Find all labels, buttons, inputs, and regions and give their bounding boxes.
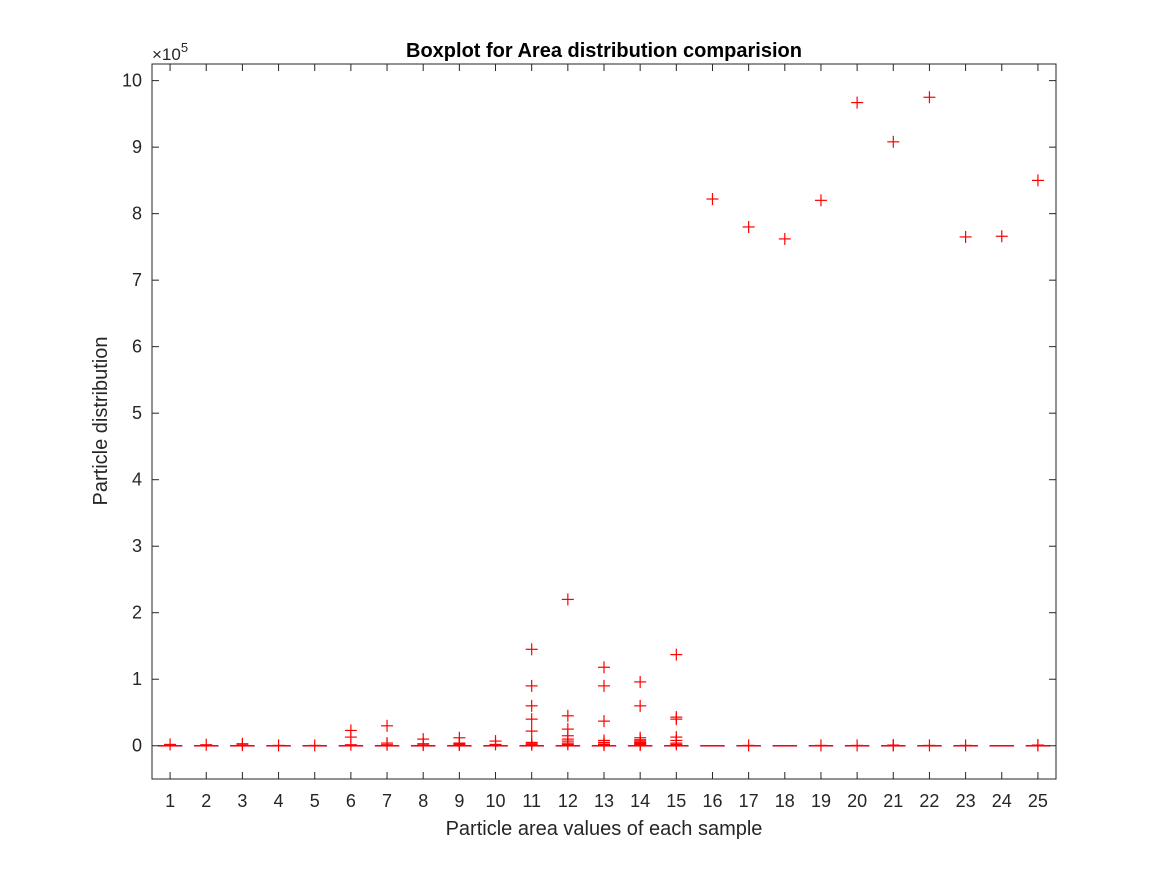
y-tick-label: 9 — [132, 137, 142, 157]
y-tick-label: 0 — [132, 736, 142, 756]
x-tick-label: 4 — [274, 791, 284, 811]
x-tick-label: 9 — [454, 791, 464, 811]
y-tick-label: 8 — [132, 204, 142, 224]
x-tick-label: 7 — [382, 791, 392, 811]
outlier-point — [706, 193, 719, 206]
outlier-point — [959, 739, 972, 752]
outlier-point — [634, 675, 647, 688]
x-tick-label: 14 — [630, 791, 650, 811]
x-tick-label: 17 — [739, 791, 759, 811]
outlier-point — [598, 679, 610, 692]
outlier-point — [525, 725, 538, 738]
outlier-point — [923, 91, 936, 104]
y-tick-label: 6 — [132, 337, 142, 357]
outlier-point — [236, 739, 249, 752]
x-tick-label: 24 — [992, 791, 1012, 811]
y-exponent-power: 5 — [181, 40, 188, 55]
outlier-point — [525, 713, 538, 726]
y-axis-label: Particle distribution — [90, 337, 112, 506]
outlier-point — [814, 739, 827, 752]
y-tick-label: 10 — [122, 71, 142, 91]
outlier-point — [308, 739, 321, 752]
outlier-point — [742, 220, 755, 233]
chart-title: Boxplot for Area distribution comparisio… — [406, 40, 802, 62]
outlier-point — [525, 643, 538, 656]
outlier-point — [923, 739, 936, 752]
outlier-point — [598, 661, 610, 674]
outlier-point — [489, 738, 502, 751]
y-tick-label: 3 — [132, 536, 142, 556]
x-tick-label: 2 — [201, 791, 211, 811]
outlier-point — [525, 738, 538, 751]
outlier-point — [164, 738, 177, 751]
outlier-point — [344, 738, 357, 751]
outlier-point — [670, 648, 683, 661]
outlier-point — [1031, 174, 1044, 187]
x-tick-label: 23 — [956, 791, 976, 811]
outlier-point — [887, 739, 900, 752]
outlier-point — [959, 230, 972, 243]
outlier-point — [634, 739, 647, 752]
x-tick-label: 19 — [811, 791, 831, 811]
y-exponent-label: ×105 — [152, 40, 188, 64]
x-tick-label: 11 — [522, 791, 541, 811]
outlier-point — [814, 194, 827, 207]
outlier-point — [598, 715, 610, 728]
y-tick-label: 1 — [132, 669, 142, 689]
outlier-point — [670, 713, 683, 726]
outlier-point — [1031, 739, 1044, 752]
x-tick-label: 15 — [666, 791, 686, 811]
y-exponent-base: ×10 — [152, 45, 181, 64]
outlier-point — [453, 739, 466, 752]
y-tick-label: 2 — [132, 603, 142, 623]
outlier-point — [561, 593, 574, 606]
x-tick-label: 16 — [702, 791, 722, 811]
x-tick-label: 21 — [883, 791, 903, 811]
x-tick-label: 5 — [310, 791, 320, 811]
outlier-point — [200, 738, 213, 751]
outlier-point — [598, 739, 610, 752]
outlier-point — [272, 739, 285, 752]
outlier-point — [634, 699, 647, 712]
outlier-point — [887, 135, 900, 148]
outlier-point — [561, 738, 574, 751]
x-tick-label: 10 — [486, 791, 506, 811]
x-tick-label: 6 — [346, 791, 356, 811]
outlier-point — [670, 738, 683, 751]
x-tick-label: 12 — [558, 791, 578, 811]
x-axis-label: Particle area values of each sample — [446, 818, 763, 840]
outlier-point — [381, 719, 394, 732]
marks-layer — [157, 91, 1051, 752]
outlier-point — [525, 679, 538, 692]
x-tick-label: 8 — [418, 791, 428, 811]
x-tick-label: 25 — [1028, 791, 1048, 811]
outlier-point — [778, 232, 791, 245]
outlier-point — [561, 709, 574, 722]
x-tick-label: 20 — [847, 791, 867, 811]
x-tick-label: 13 — [594, 791, 614, 811]
outlier-point — [851, 739, 864, 752]
outlier-point — [417, 739, 430, 752]
y-tick-label: 5 — [132, 403, 142, 423]
outlier-point — [381, 738, 394, 751]
x-tick-label: 22 — [919, 791, 939, 811]
x-tick-label: 3 — [237, 791, 247, 811]
outlier-point — [525, 699, 538, 712]
outlier-point — [742, 739, 755, 752]
x-tick-label: 1 — [165, 791, 175, 811]
outlier-point — [851, 96, 864, 109]
x-tick-label: 18 — [775, 791, 795, 811]
y-tick-label: 7 — [132, 270, 142, 290]
outlier-point — [995, 230, 1008, 243]
y-tick-label: 4 — [132, 470, 142, 490]
